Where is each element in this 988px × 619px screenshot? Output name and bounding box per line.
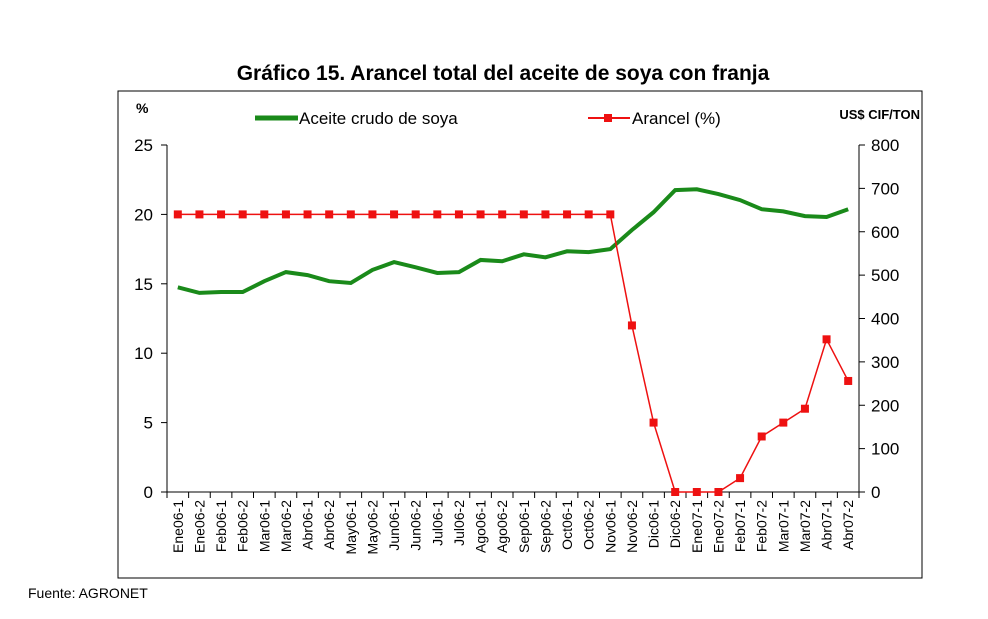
x-tick-label: Ago06-1 — [473, 500, 489, 553]
arancel-point — [390, 210, 399, 219]
left-tick-label: 10 — [134, 344, 153, 363]
chart-frame — [117, 90, 923, 579]
right-axis-label: US$ CIF/TON — [839, 107, 920, 122]
arancel-point — [325, 210, 334, 219]
x-tick-label: Ene06-1 — [170, 500, 186, 553]
x-tick-label: Jul06-2 — [451, 500, 467, 546]
arancel-point — [433, 210, 442, 219]
arancel-point — [238, 210, 247, 219]
x-tick-label: Abr06-1 — [300, 500, 316, 550]
x-tick-label: Mar06-2 — [278, 500, 294, 552]
x-tick-label: Jun06-2 — [408, 500, 424, 551]
left-tick-label: 0 — [144, 483, 153, 502]
x-tick-label: Feb06-1 — [213, 500, 229, 552]
x-tick-label: Ene07-2 — [710, 500, 726, 553]
arancel-point — [217, 210, 226, 219]
left-tick-label: 15 — [134, 275, 153, 294]
arancel-point — [714, 488, 723, 496]
chart-title: Gráfico 15. Arancel total del aceite de … — [237, 62, 770, 85]
arancel-point — [671, 488, 680, 496]
legend-label-aceite: Aceite crudo de soya — [299, 109, 458, 128]
arancel-point — [346, 210, 355, 219]
x-tick-label: Mar07-2 — [797, 500, 813, 552]
arancel-point — [303, 210, 312, 219]
arancel-point — [800, 404, 809, 413]
x-tick-label: Abr07-2 — [840, 500, 856, 550]
x-tick-label: Feb07-1 — [732, 500, 748, 552]
legend: Aceite crudo de soya Arancel (%) — [255, 109, 721, 128]
arancel-point — [519, 210, 528, 219]
x-tick-label: Sep06-1 — [516, 500, 532, 553]
right-tick-label: 600 — [871, 223, 899, 242]
arancel-point — [844, 376, 853, 385]
x-tick-label: Ene06-2 — [191, 500, 207, 553]
arancel-point — [584, 210, 593, 219]
right-tick-label: 200 — [871, 396, 899, 415]
right-tick-label: 0 — [871, 483, 880, 502]
left-tick-label: 20 — [134, 205, 153, 224]
arancel-point — [822, 335, 831, 344]
x-tick-label: Oct06-2 — [581, 500, 597, 550]
arancel-point — [692, 488, 701, 496]
x-tick-label: Feb06-2 — [235, 500, 251, 552]
x-tick-label: Jul06-1 — [429, 500, 445, 546]
arancel-point — [736, 474, 745, 483]
x-tick-label: Dic06-2 — [667, 500, 683, 548]
arancel-point — [627, 321, 636, 330]
arancel-point — [454, 210, 463, 219]
x-tick-label: Dic06-1 — [646, 500, 662, 548]
x-tick-label: Ene07-1 — [689, 500, 705, 553]
arancel-point — [757, 432, 766, 441]
x-tick-label: May06-1 — [343, 500, 359, 555]
source-note: Fuente: AGRONET — [28, 585, 148, 601]
right-tick-label: 800 — [871, 136, 899, 155]
arancel-point — [498, 210, 507, 219]
x-tick-label: Abr06-2 — [321, 500, 337, 550]
series-line-aceite — [177, 187, 849, 295]
arancel-point — [260, 210, 269, 219]
right-tick-label: 500 — [871, 266, 899, 285]
x-tick-label: Jun06-1 — [386, 500, 402, 551]
arancel-point — [649, 418, 658, 427]
arancel-point — [411, 210, 420, 219]
arancel-point — [173, 210, 182, 219]
right-tick-label: 300 — [871, 353, 899, 372]
right-tick-label: 700 — [871, 179, 899, 198]
x-tick-label: Oct06-1 — [559, 500, 575, 550]
arancel-point — [195, 210, 204, 219]
x-tick-label: Sep06-2 — [537, 500, 553, 553]
x-tick-label: Feb07-2 — [754, 500, 770, 552]
x-tick-label: Ago06-2 — [494, 500, 510, 553]
arancel-point — [281, 210, 290, 219]
left-axis-label: % — [136, 100, 149, 116]
arancel-point — [541, 210, 550, 219]
left-tick-label: 25 — [134, 136, 153, 155]
arancel-point — [476, 210, 485, 219]
legend-label-arancel: Arancel (%) — [632, 109, 721, 128]
left-tick-label: 5 — [144, 414, 153, 433]
arancel-point — [779, 418, 788, 427]
x-tick-label: Nov06-2 — [624, 500, 640, 553]
x-tick-label: Mar06-1 — [256, 500, 272, 552]
x-tick-label: Mar07-1 — [775, 500, 791, 552]
x-tick-label: Abr07-1 — [819, 500, 835, 550]
arancel-point — [368, 210, 377, 219]
x-tick-label: May06-2 — [364, 500, 380, 555]
legend-marker-arancel — [604, 114, 612, 122]
right-tick-label: 400 — [871, 310, 899, 329]
x-tick-label: Nov06-1 — [602, 500, 618, 553]
right-tick-label: 100 — [871, 440, 899, 459]
arancel-point — [606, 210, 615, 219]
arancel-point — [563, 210, 572, 219]
